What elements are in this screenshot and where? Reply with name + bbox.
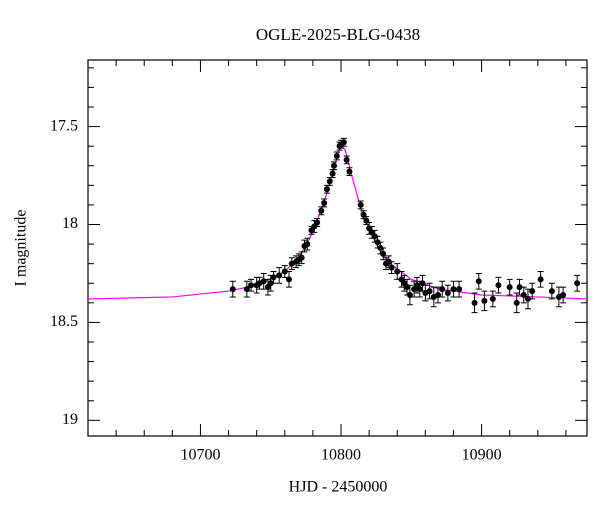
data-point — [537, 276, 544, 283]
data-point — [229, 286, 236, 293]
y-axis-label: I magnitude — [13, 210, 30, 287]
y-tick-label: 18.5 — [50, 313, 78, 330]
data-point — [346, 168, 353, 175]
chart-title: OGLE-2025-BLG-0438 — [256, 25, 420, 44]
data-point — [481, 297, 488, 304]
data-point — [439, 286, 446, 293]
x-tick-label: 10700 — [180, 447, 220, 464]
data-point — [388, 264, 395, 271]
data-point — [380, 250, 387, 257]
data-point — [444, 290, 451, 297]
data-point — [304, 241, 311, 248]
data-point — [560, 292, 567, 298]
data-point — [298, 254, 305, 261]
y-tick-label: 17.5 — [50, 117, 78, 134]
data-point — [314, 219, 321, 226]
data-point — [357, 201, 364, 208]
data-point — [333, 152, 340, 159]
data-point — [471, 299, 478, 306]
data-point — [548, 288, 555, 295]
data-point — [495, 282, 502, 289]
data-point — [321, 199, 328, 206]
data-point — [248, 282, 255, 289]
data-point — [574, 280, 581, 287]
data-point — [450, 286, 457, 293]
data-point — [286, 276, 293, 283]
data-point — [326, 178, 333, 185]
data-point — [456, 286, 463, 293]
data-point — [516, 284, 523, 291]
y-tick-label: 19 — [62, 411, 78, 428]
model-curve — [87, 142, 588, 300]
data-point — [276, 272, 283, 279]
data-point — [270, 274, 277, 281]
data-point — [394, 268, 401, 275]
data-point — [520, 292, 527, 298]
x-tick-label: 10800 — [321, 447, 361, 464]
data-point — [343, 156, 350, 163]
data-point — [529, 288, 536, 295]
data-point — [323, 186, 330, 193]
data-point — [475, 278, 482, 285]
data-point — [329, 170, 336, 177]
data-point — [506, 284, 513, 291]
data-point — [489, 295, 496, 302]
x-tick-label: 10900 — [462, 447, 502, 464]
y-tick-label: 18 — [62, 215, 78, 232]
plot-frame — [87, 59, 588, 437]
data-point — [318, 207, 325, 214]
data-point — [426, 288, 433, 295]
data-point — [281, 268, 288, 275]
x-axis-label: HJD - 2450000 — [289, 479, 388, 496]
data-point — [513, 299, 520, 306]
data-point — [330, 162, 337, 169]
data-point — [524, 295, 531, 302]
data-point — [340, 139, 347, 146]
